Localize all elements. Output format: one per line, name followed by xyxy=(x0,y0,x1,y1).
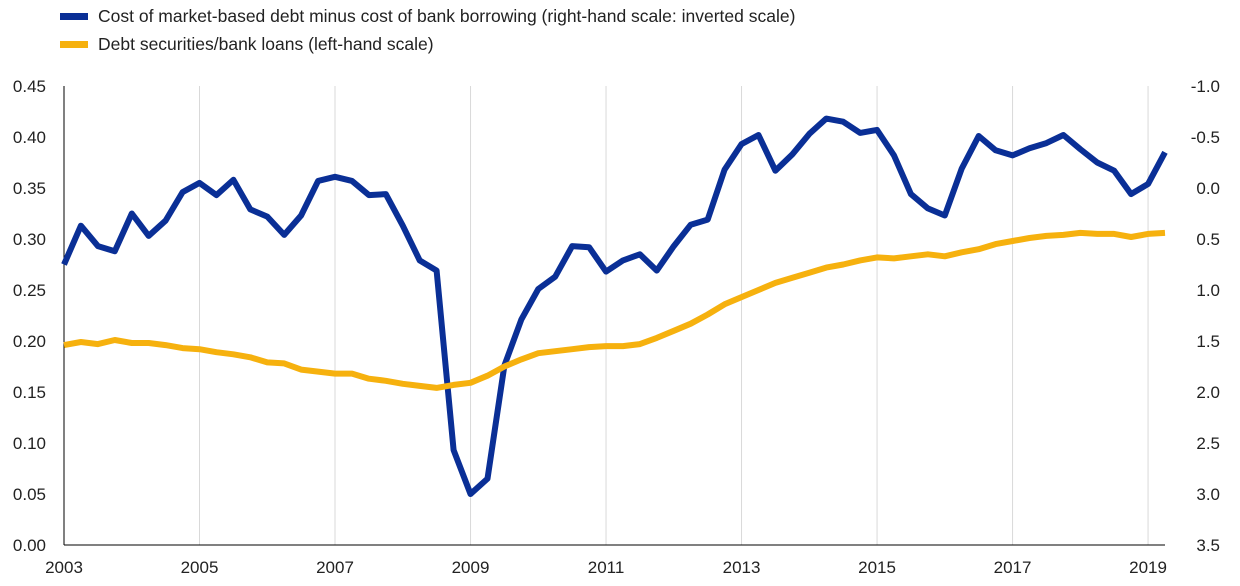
right-tick-0.0: 0.0 xyxy=(1196,179,1220,198)
left-tick-0.30: 0.30 xyxy=(13,230,46,249)
x-tick-2017: 2017 xyxy=(994,558,1032,577)
series-line-ratio xyxy=(63,229,1166,391)
x-tick-2011: 2011 xyxy=(588,558,625,577)
x-tick-2005: 2005 xyxy=(181,558,219,577)
series-lines xyxy=(61,115,1168,497)
left-axis-ticks: 0.00 0.05 0.10 0.15 0.20 0.25 0.30 0.35 0.40 0.45 xyxy=(13,77,46,555)
x-tick-2019: 2019 xyxy=(1129,558,1167,577)
left-tick-0.00: 0.00 xyxy=(13,536,46,555)
legend-item-spread: Cost of market-based debt minus cost of … xyxy=(60,2,795,30)
legend-item-ratio: Debt securities/bank loans (left-hand sc… xyxy=(60,30,795,58)
grid-lines xyxy=(199,86,1149,545)
right-tick--1.0: -1.0 xyxy=(1191,77,1220,96)
right-tick-2.5: 2.5 xyxy=(1196,434,1220,453)
right-tick-1.0: 1.0 xyxy=(1196,281,1220,300)
left-tick-0.25: 0.25 xyxy=(13,281,46,300)
legend-swatch-spread xyxy=(60,12,88,20)
legend-label-spread: Cost of market-based debt minus cost of … xyxy=(98,5,796,26)
left-tick-0.40: 0.40 xyxy=(13,128,46,147)
right-tick-3.0: 3.0 xyxy=(1196,485,1220,504)
x-tick-2013: 2013 xyxy=(723,558,761,577)
right-tick-0.5: 0.5 xyxy=(1196,230,1220,249)
legend-swatch-ratio xyxy=(60,40,88,48)
right-tick--0.5: -0.5 xyxy=(1191,128,1220,147)
legend-label-ratio: Debt securities/bank loans (left-hand sc… xyxy=(98,33,434,54)
left-tick-0.05: 0.05 xyxy=(13,485,46,504)
left-tick-0.35: 0.35 xyxy=(13,179,46,198)
x-tick-2015: 2015 xyxy=(858,558,896,577)
x-tick-2003: 2003 xyxy=(45,558,83,577)
right-tick-2.0: 2.0 xyxy=(1196,383,1220,402)
left-tick-0.20: 0.20 xyxy=(13,332,46,351)
right-tick-3.5: 3.5 xyxy=(1196,536,1220,555)
x-axis-ticks: 2003 2005 2007 2009 2011 2013 2015 2017 2019 xyxy=(45,558,1167,577)
left-tick-0.10: 0.10 xyxy=(13,434,46,453)
left-tick-0.15: 0.15 xyxy=(13,383,46,402)
series-line-spread xyxy=(61,115,1168,497)
left-tick-0.45: 0.45 xyxy=(13,77,46,96)
axes xyxy=(63,86,1165,546)
x-tick-2009: 2009 xyxy=(452,558,490,577)
legend: Cost of market-based debt minus cost of … xyxy=(60,2,795,58)
right-tick-1.5: 1.5 xyxy=(1196,332,1220,351)
x-tick-2007: 2007 xyxy=(316,558,354,577)
right-axis-ticks: -1.0 -0.5 0.0 0.5 1.0 1.5 2.0 2.5 3.0 3.5 xyxy=(1191,77,1220,555)
